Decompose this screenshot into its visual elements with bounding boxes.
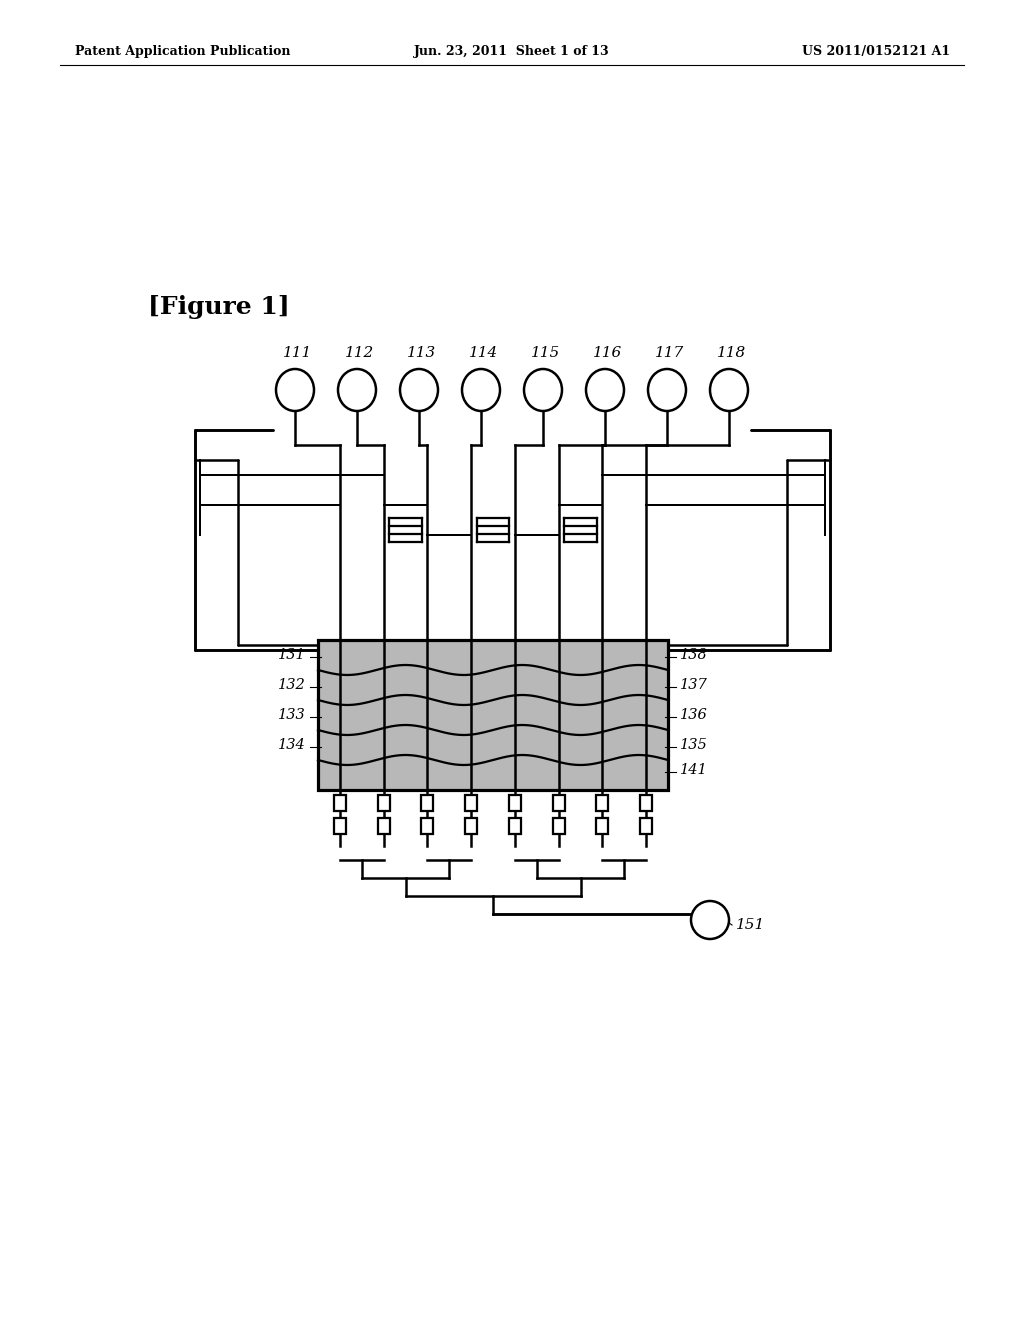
Text: 131: 131 bbox=[279, 648, 306, 663]
Ellipse shape bbox=[338, 370, 376, 411]
Bar bbox=[553, 795, 564, 810]
Bar bbox=[334, 795, 346, 810]
Text: 115: 115 bbox=[531, 346, 560, 360]
Bar bbox=[378, 795, 389, 810]
Text: 134: 134 bbox=[279, 738, 306, 752]
Text: 136: 136 bbox=[680, 708, 708, 722]
Text: 112: 112 bbox=[345, 346, 374, 360]
Ellipse shape bbox=[276, 370, 314, 411]
Bar bbox=[509, 818, 521, 834]
Bar bbox=[465, 795, 477, 810]
Text: 116: 116 bbox=[593, 346, 623, 360]
Text: 117: 117 bbox=[655, 346, 684, 360]
Ellipse shape bbox=[648, 370, 686, 411]
Bar bbox=[421, 795, 433, 810]
Text: 141: 141 bbox=[680, 763, 708, 777]
Bar bbox=[378, 818, 389, 834]
Bar bbox=[596, 818, 608, 834]
Ellipse shape bbox=[462, 370, 500, 411]
Text: Patent Application Publication: Patent Application Publication bbox=[75, 45, 291, 58]
Bar bbox=[553, 818, 564, 834]
Bar bbox=[509, 795, 521, 810]
Text: 137: 137 bbox=[680, 678, 708, 692]
Text: 118: 118 bbox=[717, 346, 746, 360]
Bar bbox=[640, 818, 652, 834]
Ellipse shape bbox=[691, 902, 729, 939]
Text: 135: 135 bbox=[680, 738, 708, 752]
Text: US 2011/0152121 A1: US 2011/0152121 A1 bbox=[802, 45, 950, 58]
Ellipse shape bbox=[400, 370, 438, 411]
Text: 113: 113 bbox=[407, 346, 436, 360]
Ellipse shape bbox=[524, 370, 562, 411]
Bar bbox=[596, 795, 608, 810]
Bar bbox=[318, 640, 668, 789]
Text: 151: 151 bbox=[736, 917, 765, 932]
Text: [Figure 1]: [Figure 1] bbox=[148, 294, 290, 319]
Bar bbox=[421, 818, 433, 834]
Text: 111: 111 bbox=[283, 346, 312, 360]
Bar bbox=[465, 818, 477, 834]
Text: Jun. 23, 2011  Sheet 1 of 13: Jun. 23, 2011 Sheet 1 of 13 bbox=[414, 45, 610, 58]
Text: 132: 132 bbox=[279, 678, 306, 692]
Ellipse shape bbox=[710, 370, 748, 411]
Text: 114: 114 bbox=[469, 346, 499, 360]
Bar bbox=[640, 795, 652, 810]
Text: 138: 138 bbox=[680, 648, 708, 663]
Text: 133: 133 bbox=[279, 708, 306, 722]
Bar bbox=[334, 818, 346, 834]
Ellipse shape bbox=[586, 370, 624, 411]
